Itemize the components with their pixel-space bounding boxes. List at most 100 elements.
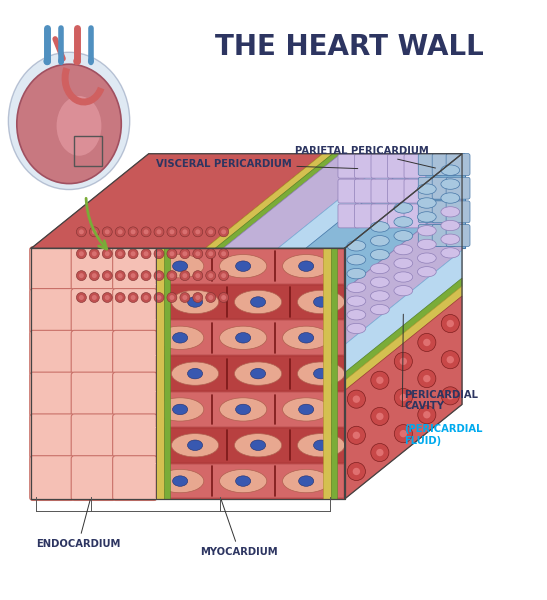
Ellipse shape <box>370 250 389 260</box>
FancyBboxPatch shape <box>418 177 442 199</box>
FancyBboxPatch shape <box>432 224 456 247</box>
Ellipse shape <box>221 251 226 256</box>
Ellipse shape <box>441 387 459 405</box>
Ellipse shape <box>105 273 110 278</box>
Ellipse shape <box>156 326 204 349</box>
FancyBboxPatch shape <box>404 204 426 228</box>
Ellipse shape <box>195 273 200 278</box>
Polygon shape <box>345 278 462 380</box>
Ellipse shape <box>154 227 164 237</box>
Ellipse shape <box>221 273 226 278</box>
Ellipse shape <box>347 241 366 251</box>
Ellipse shape <box>167 227 177 237</box>
Ellipse shape <box>400 430 407 437</box>
Ellipse shape <box>347 426 365 445</box>
Ellipse shape <box>89 249 100 259</box>
Ellipse shape <box>8 52 130 190</box>
Polygon shape <box>306 154 465 248</box>
FancyBboxPatch shape <box>113 289 157 334</box>
FancyBboxPatch shape <box>113 414 157 458</box>
FancyBboxPatch shape <box>354 179 376 203</box>
Bar <box>74 136 102 166</box>
Ellipse shape <box>131 273 136 278</box>
Bar <box>156 249 344 284</box>
Ellipse shape <box>235 290 282 314</box>
Polygon shape <box>216 154 341 248</box>
Ellipse shape <box>206 227 216 237</box>
Text: MYOCARDIUM: MYOCARDIUM <box>200 500 278 557</box>
Ellipse shape <box>353 468 360 475</box>
FancyBboxPatch shape <box>387 204 409 228</box>
Text: ENDOCARDIUM: ENDOCARDIUM <box>36 500 120 549</box>
FancyBboxPatch shape <box>432 201 456 223</box>
Ellipse shape <box>251 368 266 379</box>
Ellipse shape <box>353 431 360 439</box>
Ellipse shape <box>193 293 203 302</box>
Bar <box>323 248 331 499</box>
Ellipse shape <box>283 326 330 349</box>
Ellipse shape <box>77 271 86 281</box>
FancyBboxPatch shape <box>113 247 157 292</box>
Ellipse shape <box>298 362 345 385</box>
Polygon shape <box>205 154 333 248</box>
Ellipse shape <box>423 339 430 346</box>
Ellipse shape <box>298 290 345 314</box>
Polygon shape <box>333 154 341 164</box>
Ellipse shape <box>193 271 203 281</box>
Polygon shape <box>341 154 423 229</box>
Ellipse shape <box>56 96 101 156</box>
Ellipse shape <box>128 271 138 281</box>
Ellipse shape <box>173 404 188 415</box>
Ellipse shape <box>156 273 161 278</box>
Ellipse shape <box>118 295 123 300</box>
Ellipse shape <box>418 370 436 388</box>
Ellipse shape <box>156 254 204 278</box>
Polygon shape <box>223 154 395 248</box>
Ellipse shape <box>167 293 177 302</box>
Bar <box>156 428 344 463</box>
Ellipse shape <box>219 227 229 237</box>
Ellipse shape <box>170 295 174 300</box>
Ellipse shape <box>188 297 202 307</box>
Ellipse shape <box>353 395 360 403</box>
Ellipse shape <box>299 476 314 487</box>
Ellipse shape <box>376 449 383 456</box>
Ellipse shape <box>143 273 149 278</box>
Ellipse shape <box>251 440 266 451</box>
FancyBboxPatch shape <box>404 179 426 203</box>
Ellipse shape <box>141 271 151 281</box>
Ellipse shape <box>208 273 213 278</box>
Ellipse shape <box>89 227 100 237</box>
Ellipse shape <box>208 295 213 300</box>
Ellipse shape <box>236 332 251 343</box>
Ellipse shape <box>371 407 389 425</box>
Polygon shape <box>345 296 462 499</box>
Text: THE HEART WALL: THE HEART WALL <box>215 34 484 61</box>
Ellipse shape <box>206 271 216 281</box>
Ellipse shape <box>235 362 282 385</box>
Ellipse shape <box>131 229 136 235</box>
Ellipse shape <box>171 362 219 385</box>
Bar <box>156 320 344 355</box>
Ellipse shape <box>376 413 383 420</box>
Ellipse shape <box>79 251 84 256</box>
Bar <box>156 284 344 319</box>
Ellipse shape <box>92 251 97 256</box>
Ellipse shape <box>193 249 203 259</box>
Ellipse shape <box>418 334 436 352</box>
FancyBboxPatch shape <box>446 201 470 223</box>
Ellipse shape <box>208 251 213 256</box>
Bar <box>331 248 336 499</box>
Ellipse shape <box>79 229 84 235</box>
Ellipse shape <box>128 293 138 302</box>
Bar <box>155 248 164 499</box>
Bar <box>156 356 344 391</box>
Text: PARIETAL PERICARDIUM: PARIETAL PERICARDIUM <box>295 146 435 168</box>
FancyBboxPatch shape <box>371 204 393 228</box>
Ellipse shape <box>417 266 436 277</box>
Ellipse shape <box>446 356 454 364</box>
Ellipse shape <box>182 295 187 300</box>
Polygon shape <box>278 154 423 248</box>
Ellipse shape <box>283 254 330 278</box>
Ellipse shape <box>370 291 389 301</box>
